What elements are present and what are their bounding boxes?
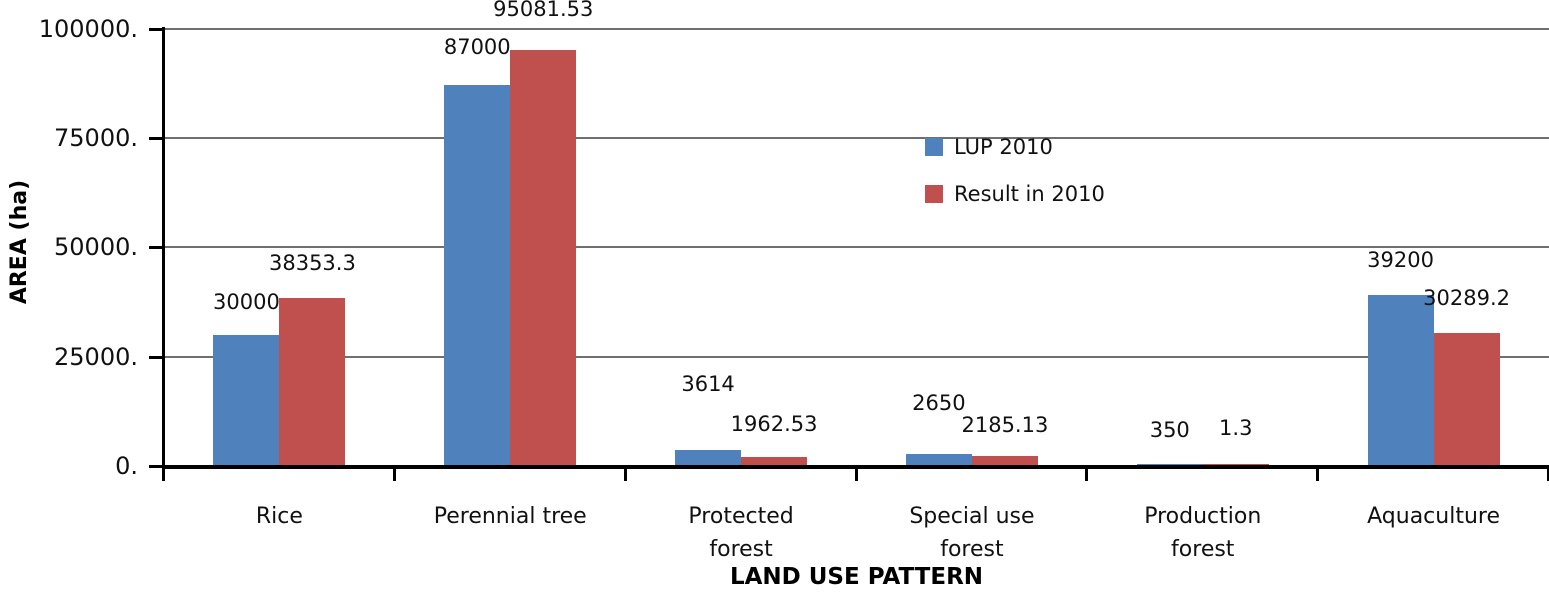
y-tick-label-100000: 100000. [38,14,138,43]
bar-result-in-2010-special-use-forest [971,456,1038,466]
legend-item-lup-2010: LUP 2010 [925,123,1105,170]
value-label-lup-2010-aquaculture: 39200 [1367,247,1434,272]
value-label-result-in-2010-protected-forest: 1962.53 [730,412,818,437]
x-axis-title: LAND USE PATTERN [729,564,984,590]
x-tick-6 [1547,466,1549,481]
bar-result-in-2010-perennial-tree [510,50,577,466]
gridline-100000 [164,27,1549,30]
bar-result-in-2010-rice [279,298,346,466]
x-category-label-protected-forest: Protected forest [688,504,794,562]
value-label-result-in-2010-perennial-tree: 95081.53 [493,0,594,22]
y-tick-label-25000: 25000. [54,342,138,371]
x-category-label-perennial-tree: Perennial tree [433,504,587,529]
x-tick-2 [623,466,627,481]
value-label-result-in-2010-special-use-forest: 2185.13 [961,413,1049,438]
bar-lup-2010-aquaculture [1367,294,1434,466]
x-tick-4 [1085,466,1089,481]
x-tick-5 [1316,466,1320,481]
x-category-label-rice: Rice [255,504,303,529]
bar-lup-2010-special-use-forest [905,454,972,466]
legend-swatch-result-in-2010 [925,184,943,203]
legend-swatch-lup-2010 [925,137,943,156]
value-label-result-in-2010-rice: 38353.3 [268,251,356,276]
bar-lup-2010-rice [213,334,280,466]
y-tick-75000 [149,136,162,140]
y-tick-25000 [149,355,162,359]
gridline-50000 [164,246,1549,249]
y-axis-line [162,27,165,469]
bar-result-in-2010-aquaculture [1433,333,1500,466]
y-tick-100000 [149,27,162,31]
x-category-label-production-forest: Production forest [1144,504,1262,562]
x-tick-1 [392,466,396,481]
y-axis-title: AREA (ha) [7,179,32,305]
gridline-25000 [164,355,1549,358]
value-label-lup-2010-special-use-forest: 2650 [912,391,966,416]
value-label-lup-2010-perennial-tree: 87000 [443,35,511,60]
value-label-result-in-2010-production-forest: 1.3 [1219,415,1253,440]
legend-label-lup-2010: LUP 2010 [954,134,1053,159]
legend-item-result-in-2010: Result in 2010 [925,170,1105,217]
value-label-lup-2010-production-forest: 350 [1149,417,1190,442]
bar-result-in-2010-protected-forest [741,457,808,466]
value-label-lup-2010-protected-forest: 3614 [681,372,735,397]
bar-lup-2010-production-forest [1136,463,1203,466]
legend-label-result-in-2010: Result in 2010 [954,181,1105,206]
bar-lup-2010-protected-forest [675,450,742,466]
y-tick-0 [149,465,162,468]
value-label-lup-2010-rice: 30000 [213,289,280,314]
y-tick-label-75000: 75000. [54,123,138,152]
bar-result-in-2010-production-forest [1202,463,1269,466]
x-tick-0 [162,466,165,481]
y-tick-50000 [149,246,162,250]
x-category-label-aquaculture: Aquaculture [1367,504,1500,529]
value-label-result-in-2010-aquaculture: 30289.2 [1423,286,1510,311]
x-category-label-special-use-forest: Special use forest [909,504,1035,562]
legend: LUP 2010 Result in 2010 [925,123,1105,217]
x-tick-3 [854,466,858,481]
y-tick-label-50000: 50000. [54,233,138,262]
bar-lup-2010-perennial-tree [444,85,511,466]
gridline-75000 [164,136,1549,139]
y-tick-label-0: 0. [115,452,138,480]
